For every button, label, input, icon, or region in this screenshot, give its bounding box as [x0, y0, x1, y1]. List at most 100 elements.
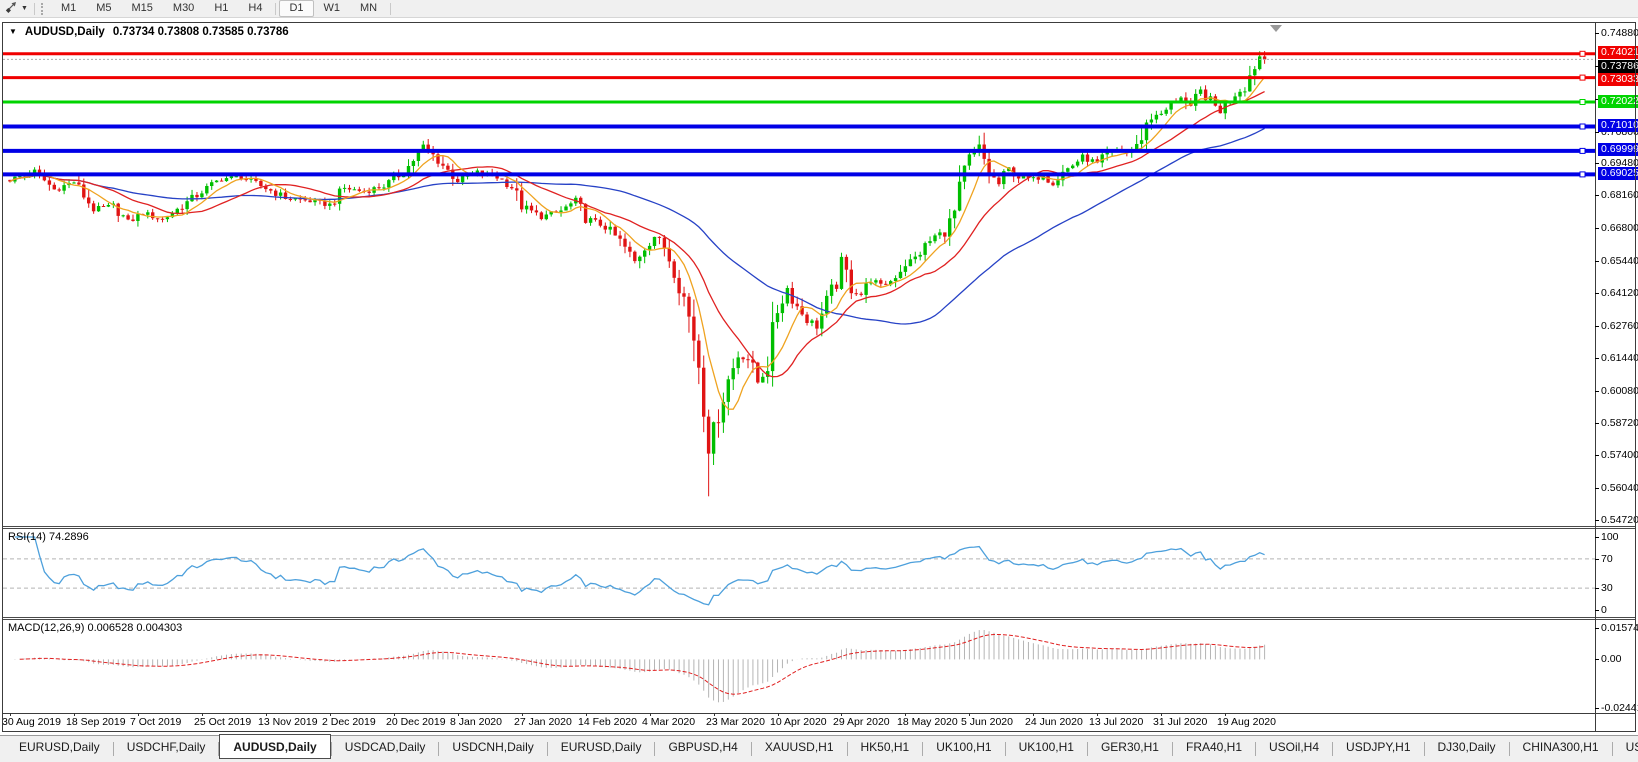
cursor-tool-group[interactable]: ▼: [0, 0, 31, 17]
tab-ger30-h1[interactable]: GER30,H1: [1100, 740, 1159, 754]
rsi-tick-label: 70: [1601, 553, 1613, 565]
date-label: 13 Nov 2019: [258, 716, 318, 728]
tab-usdchf-daily[interactable]: USDCHF,Daily: [126, 740, 206, 754]
tab-separator: [546, 742, 548, 756]
tab-separator: [438, 742, 440, 756]
tab-dj30-daily[interactable]: DJ30,Daily: [1437, 740, 1496, 754]
macd-tick-label: 0.015741: [1601, 622, 1638, 634]
price-tick-label: 0.74880: [1601, 27, 1638, 39]
tab-separator: [750, 742, 752, 756]
toolbar-separator: [390, 2, 392, 15]
tab-fra40-h1[interactable]: FRA40,H1: [1185, 740, 1243, 754]
price-tick-label: 0.62760: [1601, 320, 1638, 332]
tab-usdcad-daily[interactable]: USDCAD,Daily: [344, 740, 426, 754]
toolbar-dropdown-caret[interactable]: ▼: [21, 4, 28, 12]
tf-button-w1[interactable]: W1: [323, 2, 341, 14]
price-line-badge: 0.73033: [1598, 73, 1638, 86]
tf-button-h1[interactable]: H1: [214, 2, 229, 14]
tf-button-m30[interactable]: M30: [172, 2, 195, 14]
tab-usdjpy-h1[interactable]: USDJPY,H1: [1346, 740, 1411, 754]
tf-button-h4[interactable]: H4: [248, 2, 263, 14]
date-label: 5 Jun 2020: [961, 716, 1013, 728]
tab-separator: [330, 742, 332, 756]
tab-usoil-h1[interactable]: USOil,H1: [1625, 740, 1638, 754]
pane-divider-macd[interactable]: [2, 617, 1636, 620]
date-label: 4 Mar 2020: [642, 716, 696, 728]
tab-separator: [1332, 742, 1334, 756]
price-tick-label: 0.56040: [1601, 482, 1638, 494]
tab-separator: [922, 742, 924, 756]
tab-separator: [846, 742, 848, 756]
tf-button-m5[interactable]: M5: [96, 2, 112, 14]
pane-divider-rsi[interactable]: [2, 526, 1636, 529]
price-chart-canvas[interactable]: [3, 23, 1595, 526]
tab-separator: [654, 742, 656, 756]
tab-hk50-h1[interactable]: HK50,H1: [860, 740, 910, 754]
price-line-badge: 0.72022: [1598, 95, 1638, 108]
price-tick-label: 0.72160: [1601, 93, 1638, 105]
tf-button-d1[interactable]: D1: [279, 0, 314, 17]
tab-usoil-h4[interactable]: USOil,H4: [1269, 740, 1320, 754]
tab-eurusd-daily[interactable]: EURUSD,Daily: [19, 740, 100, 754]
rsi-canvas[interactable]: [3, 529, 1595, 618]
tab-separator: [112, 742, 114, 756]
tab-separator: [218, 742, 220, 756]
price-line-badge: 0.69025: [1598, 167, 1638, 180]
tab-separator: [1611, 742, 1613, 756]
price-line-badge: 0.74021: [1598, 46, 1638, 59]
price-tick-label: 0.57400: [1601, 449, 1638, 461]
tab-separator: [1004, 742, 1006, 756]
tab-eurusd-daily[interactable]: EURUSD,Daily: [560, 740, 642, 754]
toolbar-grip[interactable]: [40, 2, 46, 15]
rsi-indicator-label: RSI(14) 74.2896: [8, 531, 89, 543]
chart-collapse-icon[interactable]: ▼: [9, 27, 17, 36]
chart-tabs: EURUSD,Daily USDCHF,Daily AUDUSD,Daily USDC…: [0, 734, 1638, 762]
date-label: 7 Oct 2019: [130, 716, 182, 728]
tab-china300-h1[interactable]: CHINA300,H1: [1522, 740, 1599, 754]
price-tick-label: 0.64120: [1601, 287, 1638, 299]
tab-audusd-daily[interactable]: AUDUSD,Daily: [219, 734, 331, 759]
macd-indicator-label: MACD(12,26,9) 0.006528 0.004303: [8, 622, 183, 634]
tab-xauusd-h1[interactable]: XAUUSD,H1: [764, 740, 834, 754]
price-tick-label: 0.66800: [1601, 222, 1638, 234]
date-label: 20 Dec 2019: [386, 716, 446, 728]
crosshair-tool-icon[interactable]: [4, 0, 18, 18]
price-tick-label: 0.68160: [1601, 189, 1638, 201]
timeframe-buttons: M1 M5 M15 M30 H1 H4 D1 W1 MN: [51, 0, 394, 17]
tf-button-mn[interactable]: MN: [360, 2, 378, 14]
price-axis-line: [1595, 22, 1596, 732]
tf-button-m1[interactable]: M1: [60, 2, 77, 14]
chart-symbol: AUDUSD,Daily: [24, 26, 105, 38]
tab-separator: [1508, 742, 1510, 756]
tab-separator: [1086, 742, 1088, 756]
date-label: 31 Jul 2020: [1153, 716, 1208, 728]
date-label: 8 Jan 2020: [450, 716, 502, 728]
tab-separator: [1171, 742, 1173, 756]
date-label: 25 Oct 2019: [194, 716, 252, 728]
price-tick-label: 0.69480: [1601, 157, 1638, 169]
tab-uk100-h1[interactable]: UK100,H1: [936, 740, 992, 754]
tab-separator: [1423, 742, 1425, 756]
chart-tabs-bar: EURUSD,Daily USDCHF,Daily AUDUSD,Daily USDC…: [0, 734, 1638, 762]
rsi-tick-label: 30: [1601, 582, 1613, 594]
tab-gbpusd-h4[interactable]: GBPUSD,H4: [668, 740, 738, 754]
tab-uk100-h1[interactable]: UK100,H1: [1018, 740, 1074, 754]
rsi-tick-label: 100: [1601, 531, 1619, 543]
macd-canvas[interactable]: [3, 620, 1595, 713]
price-tick-label: 0.70800: [1601, 126, 1638, 138]
tab-usdcnh-daily[interactable]: USDCNH,Daily: [452, 740, 534, 754]
date-label: 23 Mar 2020: [706, 716, 765, 728]
timeframe-toolbar: ▼ M1 M5 M15 M30 H1 H4 D1 W1 MN: [0, 0, 1638, 18]
tf-button-m15[interactable]: M15: [131, 2, 153, 14]
price-tick-label: 0.61440: [1601, 352, 1638, 364]
chart-ohlc-values: 0.73734 0.73808 0.73585 0.73786: [112, 26, 289, 38]
date-label: 10 Apr 2020: [770, 716, 827, 728]
price-line-badge: 0.69999: [1598, 143, 1638, 156]
price-tick-label: 0.54720: [1601, 514, 1638, 526]
current-price-badge: 0.73786: [1598, 60, 1638, 73]
date-label: 14 Feb 2020: [578, 716, 637, 728]
price-tick-label: 0.58720: [1601, 417, 1638, 429]
price-tick-label: 0.60080: [1601, 385, 1638, 397]
date-label: 30 Aug 2019: [2, 716, 61, 728]
